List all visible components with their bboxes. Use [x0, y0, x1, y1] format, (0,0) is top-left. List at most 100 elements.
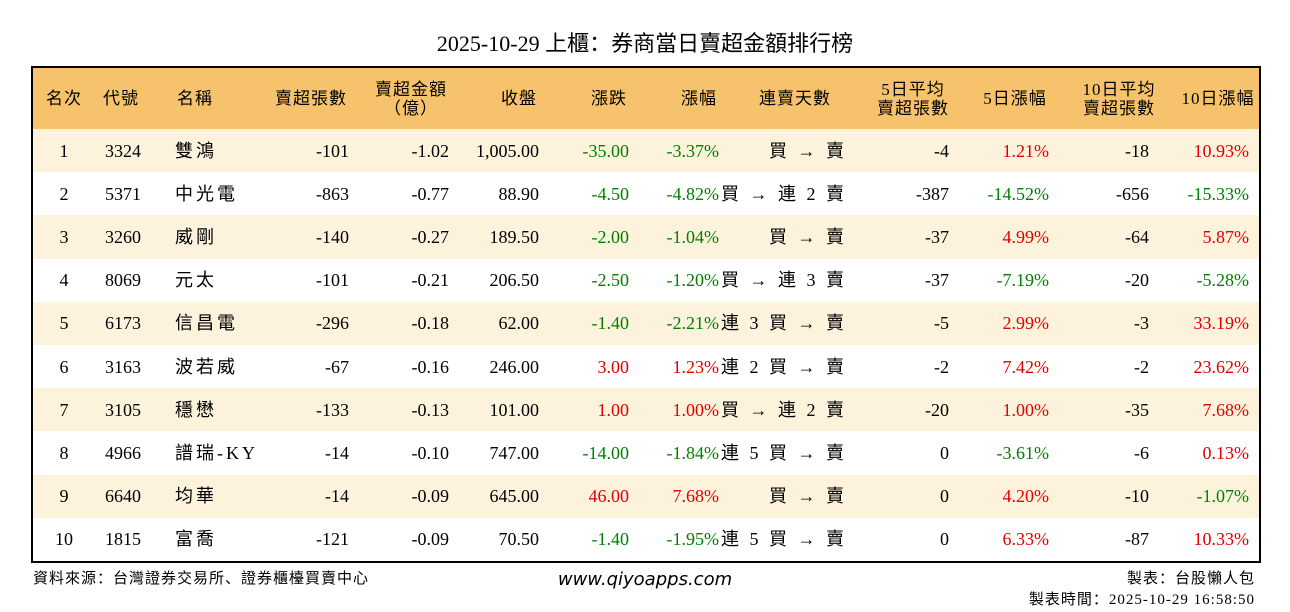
table-cell: 10.93%	[1193, 140, 1250, 161]
table-cell: 645.00	[489, 486, 540, 507]
column-header: 名稱	[177, 89, 213, 108]
column-header: 漲幅	[681, 89, 717, 108]
table-row: 6 3163 波若威 -67 -0.16 246.00 3.00 1.23% 連 2 買 → 賣…	[33, 345, 1259, 389]
table-cell: 7.68%	[672, 486, 720, 507]
table-cell: -14	[325, 486, 349, 507]
table-cell: -3.37%	[666, 140, 720, 161]
table-cell: -2	[934, 356, 949, 377]
table-cell: 8069	[105, 270, 141, 291]
timestamp: 製表時間：2025-10-29 16:58:50	[1028, 592, 1255, 608]
table-cell: -2.00	[591, 226, 630, 247]
table-cell: -1.07%	[1196, 486, 1250, 507]
table-row: 8 4966 譜瑞-KY -14 -0.10 747.00 -14.00 -1.84% 連 5 …	[33, 431, 1259, 475]
table-cell: -20	[1125, 270, 1149, 291]
column-header: 賣超張數	[275, 89, 347, 108]
table-cell: 3324	[105, 140, 141, 161]
table-cell: 9	[59, 486, 69, 507]
table-cell: 譜瑞-KY	[175, 442, 258, 463]
table-cell: 3	[59, 226, 69, 247]
table-cell: 連 5 買 → 賣	[721, 442, 847, 463]
column-header: 10日平均	[1082, 79, 1156, 99]
table-cell: -7.19%	[996, 270, 1050, 291]
table-cell: -35.00	[582, 140, 630, 161]
table-cell: 波若威	[175, 356, 238, 377]
table-cell: -3	[1134, 313, 1149, 334]
table-cell: 62.00	[498, 313, 540, 334]
source: 資料來源：台灣證券交易所、證券櫃檯買賣中心	[33, 571, 370, 587]
table-cell: -863	[316, 183, 349, 204]
table-cell: 1.00%	[1002, 399, 1050, 420]
table-cell: -20	[925, 399, 949, 420]
column-header: 賣超張數	[1083, 98, 1155, 118]
table-cell: -1.04%	[666, 226, 720, 247]
table-cell: -2.21%	[666, 313, 720, 334]
table-cell: 747.00	[489, 442, 540, 463]
table-cell: 4	[59, 270, 69, 291]
table-row: 4 8069 元太 -101 -0.21 206.50 -2.50 -1.20% 買 → 連 3…	[33, 258, 1259, 302]
table-cell: 3260	[105, 226, 141, 247]
table-cell: -121	[316, 529, 349, 550]
table-cell: -0.21	[411, 270, 450, 291]
table-cell: -14.52%	[987, 183, 1050, 204]
table-cell: -0.16	[411, 356, 450, 377]
table-cell: 2	[59, 183, 69, 204]
table-cell: -67	[325, 356, 349, 377]
column-header: 10日漲幅	[1181, 89, 1255, 108]
table-row: 2 5371 中光電 -863 -0.77 88.90 -4.50 -4.82% 買 → 連 2…	[33, 172, 1259, 216]
table-cell: 1.00%	[672, 399, 720, 420]
table-cell: 8	[59, 442, 69, 463]
table-cell: 6173	[105, 313, 141, 334]
column-header: 連賣天數	[759, 89, 831, 108]
table-cell: 7	[59, 399, 69, 420]
table-cell: 1.23%	[672, 356, 720, 377]
table-cell: 10	[55, 529, 73, 550]
table-cell: 均華	[175, 486, 217, 507]
table-cell: 7.68%	[1202, 399, 1250, 420]
table-cell: 連 2 買 → 賣	[721, 356, 847, 377]
table-row: 1 3324 雙鴻 -101 -1.02 1,005.00 -35.00 -3.37% 買 → …	[33, 129, 1259, 173]
table-cell: -656	[1116, 183, 1149, 204]
table-cell: 23.62%	[1193, 356, 1250, 377]
table-cell: 5371	[105, 183, 141, 204]
table-cell: 1	[59, 140, 69, 161]
table-cell: 1.00	[597, 399, 630, 420]
table-cell: 5	[59, 313, 69, 334]
column-header: 5日漲幅	[983, 89, 1047, 108]
table-cell: -3.61%	[996, 442, 1050, 463]
table-cell: 買 → 連 3 賣	[721, 270, 847, 291]
column-header: （億）	[384, 98, 438, 118]
table-cell: 威剛	[175, 226, 217, 247]
table-cell: -87	[1125, 529, 1149, 550]
table-cell: 101.00	[489, 399, 540, 420]
table-cell: 0.13%	[1202, 442, 1250, 463]
table-cell: 買 → 連 2 賣	[721, 399, 847, 420]
table-cell: -0.13	[411, 399, 450, 420]
table-cell: 信昌電	[175, 313, 238, 334]
table-cell: 連 5 買 → 賣	[721, 529, 847, 550]
column-header: 漲跌	[591, 89, 627, 108]
column-header: 賣超張數	[877, 98, 949, 118]
table-cell: -101	[316, 270, 349, 291]
column-header: 收盤	[501, 89, 537, 108]
table-cell: 連 3 買 → 賣	[721, 313, 847, 334]
table-cell: -15.33%	[1187, 183, 1250, 204]
table-cell: 6	[59, 356, 69, 377]
table-row: 3 3260 威剛 -140 -0.27 189.50 -2.00 -1.04% 買 → 賣 -3…	[33, 215, 1259, 259]
table-cell: -0.09	[411, 529, 450, 550]
table-cell: 買 → 賣	[769, 486, 847, 507]
table-cell: -4	[934, 140, 949, 161]
table-cell: -14.00	[582, 442, 630, 463]
table-cell: -140	[316, 226, 349, 247]
table-cell: -64	[1125, 226, 1149, 247]
table-cell: -4.50	[591, 183, 630, 204]
table-cell: -1.40	[591, 529, 630, 550]
table-cell: 1815	[105, 529, 141, 550]
table-cell: -37	[925, 226, 949, 247]
table-cell: 70.50	[498, 529, 540, 550]
column-header: 5日平均	[881, 79, 945, 99]
table-cell: -1.20%	[666, 270, 720, 291]
column-header: 賣超金額	[375, 79, 447, 99]
table-cell: 10.33%	[1193, 529, 1250, 550]
table-cell: -1.02	[411, 140, 450, 161]
